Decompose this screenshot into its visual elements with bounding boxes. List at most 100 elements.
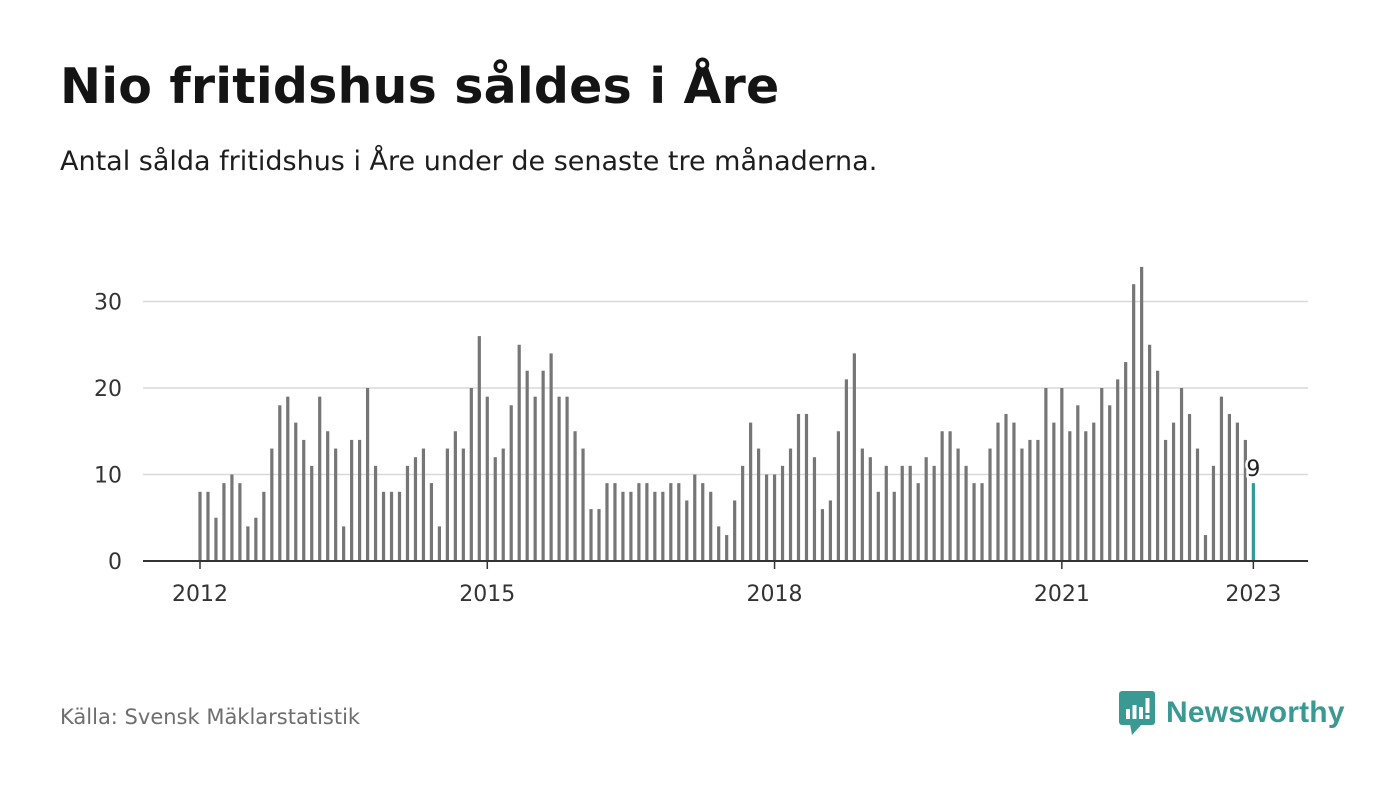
bar (828, 500, 833, 561)
bar (533, 396, 537, 561)
bar (764, 474, 769, 561)
bar (525, 370, 529, 561)
source-note: Källa: Svensk Mäklarstatistik (60, 705, 361, 729)
bar (1028, 439, 1032, 561)
bar (485, 396, 489, 561)
bar (445, 448, 449, 561)
bar (868, 457, 872, 561)
bar (788, 448, 793, 561)
bar (589, 509, 593, 561)
bar (772, 474, 777, 561)
bar (342, 526, 346, 561)
bar (334, 448, 338, 561)
bar (270, 448, 274, 561)
bar (780, 465, 785, 561)
bar (318, 396, 322, 561)
bar-chart: 0 10 20 30 2012 2015 2018 2021 2023 9 (94, 266, 1308, 607)
bar (804, 413, 809, 561)
bar (1179, 388, 1184, 561)
bar (948, 431, 952, 561)
bar (908, 465, 912, 561)
bar (733, 500, 737, 561)
bar (629, 491, 633, 561)
bar (1227, 413, 1232, 561)
bar (1211, 465, 1216, 561)
bar (286, 396, 290, 561)
bar (517, 344, 521, 561)
last-value-label: 9 (1246, 457, 1260, 482)
bar (302, 439, 306, 561)
bar (900, 465, 904, 561)
bar (294, 422, 298, 561)
bar (741, 465, 745, 561)
bar (836, 431, 840, 561)
bar (916, 483, 920, 561)
y-axis-ticks: 0 10 20 30 (94, 291, 122, 576)
brand-name: Newsworthy (1166, 696, 1345, 729)
x-tick-label: 2021 (1034, 582, 1090, 607)
bar (701, 483, 705, 561)
bar (501, 448, 505, 561)
bar (1100, 388, 1104, 561)
bar (358, 439, 362, 561)
bar (198, 491, 202, 561)
bar (573, 431, 577, 561)
bar (661, 491, 665, 561)
bar (262, 491, 266, 561)
bar (892, 491, 896, 561)
bar (1108, 405, 1112, 561)
bar (461, 448, 465, 561)
bar (421, 448, 426, 561)
bar (964, 465, 968, 561)
bar (1076, 405, 1080, 561)
bar (1171, 422, 1176, 561)
bar (373, 465, 378, 561)
bar (1203, 535, 1208, 561)
bar (1243, 439, 1247, 561)
bars (198, 266, 1255, 561)
bar (685, 500, 689, 561)
bar (980, 483, 984, 561)
bar (637, 483, 641, 561)
bar (1156, 370, 1160, 561)
bar (757, 448, 761, 561)
chart-title: Nio fritidshus såldes i Åre (60, 58, 780, 115)
bar (940, 431, 944, 561)
bar (206, 491, 210, 561)
bar (1235, 422, 1239, 561)
bar (621, 491, 625, 561)
bar (477, 336, 481, 561)
bar (812, 457, 817, 561)
bar (709, 491, 713, 561)
bar (541, 370, 545, 561)
bar (238, 483, 242, 561)
bar (1084, 431, 1088, 561)
bar (581, 448, 585, 561)
bar (884, 465, 888, 561)
newsworthy-logo[interactable]: Newsworthy (1118, 690, 1345, 736)
bar (1195, 448, 1200, 561)
bar (493, 457, 497, 561)
bar (381, 491, 386, 561)
bar (405, 465, 410, 561)
y-tick-label: 20 (94, 377, 122, 402)
bar (876, 491, 880, 561)
bar (645, 483, 649, 561)
y-tick-label: 0 (108, 550, 122, 575)
bar (1148, 344, 1152, 561)
bar (389, 491, 394, 561)
bar (278, 405, 282, 561)
bar (725, 535, 729, 561)
bar (246, 526, 250, 561)
bar (820, 509, 825, 561)
chart-subtitle: Antal sålda fritidshus i Åre under de se… (60, 146, 878, 177)
bar (1060, 388, 1064, 561)
bar (924, 457, 928, 561)
bar (365, 388, 370, 561)
bar (469, 388, 473, 561)
bar (397, 491, 402, 561)
bar (1012, 422, 1016, 561)
x-tick-label: 2012 (172, 582, 228, 607)
bar (1068, 431, 1072, 561)
bar (509, 405, 513, 561)
